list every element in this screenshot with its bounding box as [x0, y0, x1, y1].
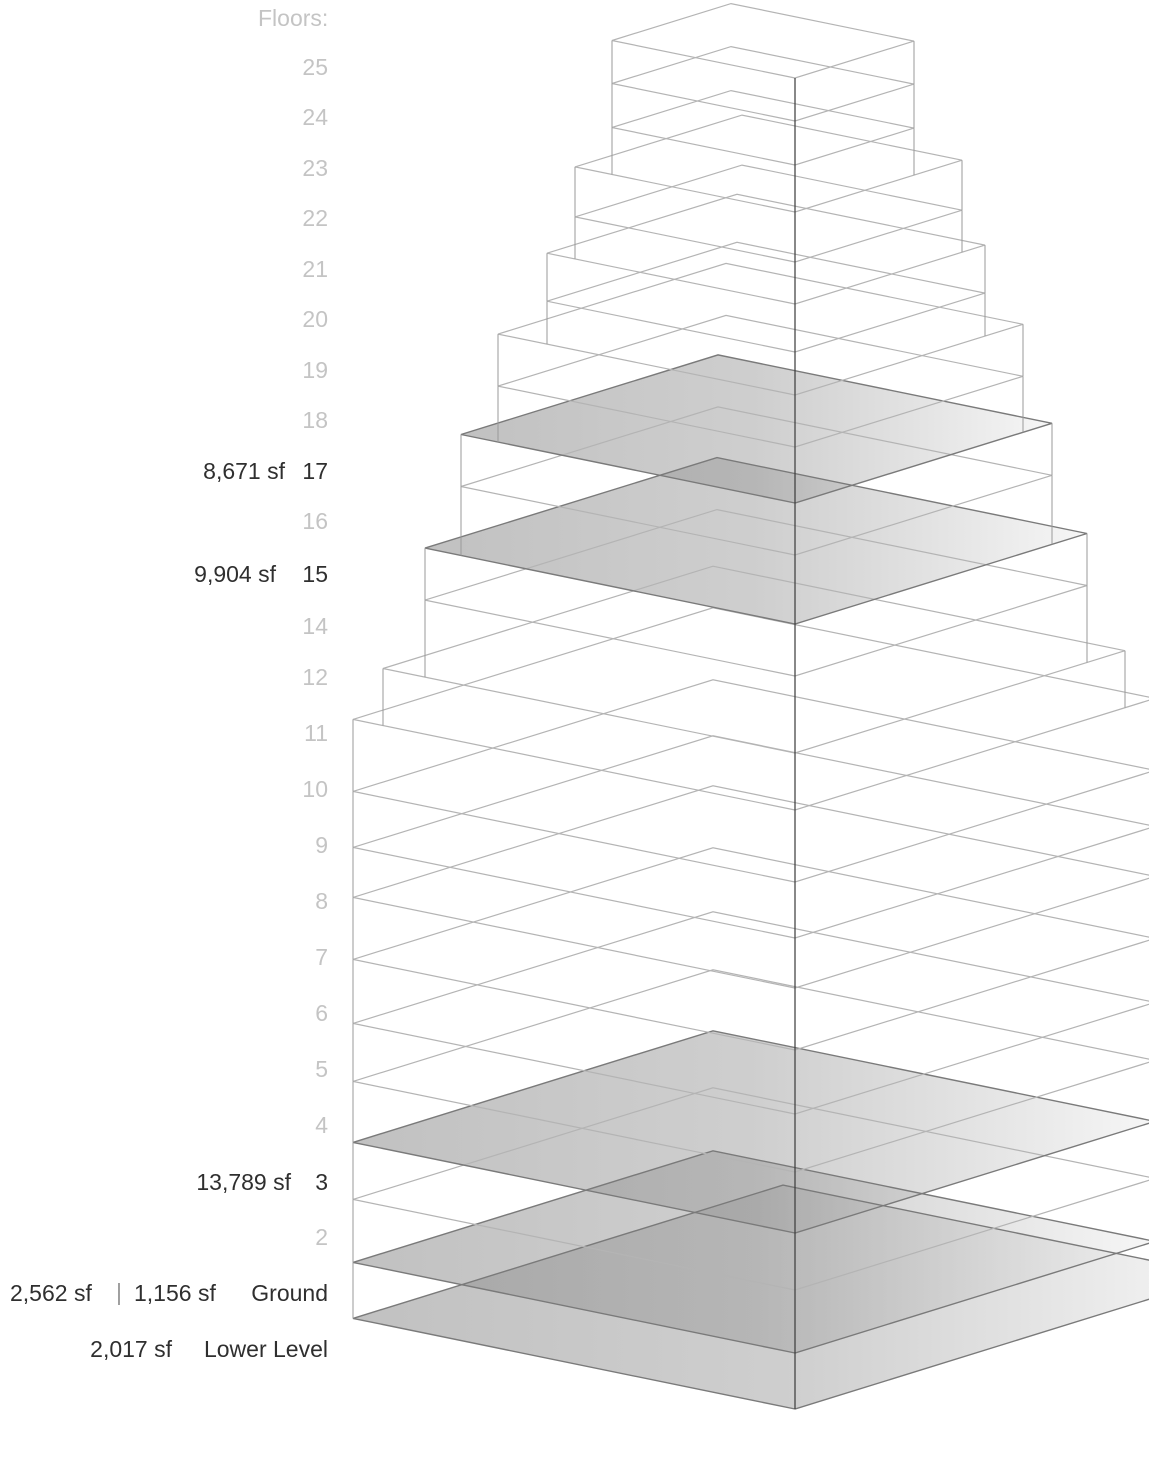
- floor-label-15: 15: [302, 561, 328, 587]
- floor-12-outline: [424, 508, 1088, 677]
- floor-5-outline: [352, 911, 1149, 1115]
- floor-18-outline: [497, 262, 1024, 396]
- floor-label-lower-level: Lower Level: [203, 1336, 328, 1362]
- floor-label-20: 20: [302, 306, 328, 332]
- floor-ground-outline: [352, 1150, 1149, 1354]
- floor-label-19: 19: [302, 357, 328, 383]
- floor-label-21: 21: [302, 256, 328, 282]
- floor-17-outline: [497, 314, 1024, 448]
- floor-25-outline: [611, 2, 915, 79]
- floor-label-3: 3: [315, 1169, 328, 1195]
- floor-label-18: 18: [302, 407, 328, 433]
- floor-15-outline: [460, 406, 1053, 556]
- floor-label-7: 7: [315, 944, 328, 970]
- floor-label-ground: Ground: [251, 1280, 328, 1306]
- floor-8-outline: [352, 735, 1149, 939]
- floor-label-8: 8: [315, 888, 328, 914]
- highlighted-floor-plates: [353, 354, 1149, 1409]
- area-label-ground-a: 2,562 sf: [10, 1280, 92, 1306]
- floor-label-16: 16: [302, 508, 328, 534]
- floor-14-outline: [424, 456, 1088, 625]
- floor-3-plate: [353, 1030, 1149, 1233]
- floor-14-plate: [425, 457, 1087, 624]
- floor-label-24: 24: [302, 104, 328, 130]
- floor-label-25: 25: [302, 54, 328, 80]
- floor-16-outline: [460, 354, 1053, 504]
- floor-label-2: 2: [315, 1224, 328, 1250]
- floor-label-12: 12: [302, 664, 328, 690]
- floor-outlines: [352, 2, 1149, 1410]
- floor-21-outline: [574, 164, 963, 263]
- floor-label-17: 17: [302, 458, 328, 484]
- floor-label-11: 11: [304, 720, 328, 746]
- floor-10-outline: [352, 607, 1149, 811]
- floor-20-outline: [546, 193, 986, 305]
- floor-label-14: 14: [302, 613, 328, 639]
- floor-label-23: 23: [302, 155, 328, 181]
- floor-11-outline: [382, 565, 1126, 754]
- area-label-17: 8,671 sf: [203, 458, 285, 484]
- floor-16-plate: [461, 354, 1052, 503]
- floor-label-9: 9: [315, 832, 328, 858]
- floor-2-outline: [352, 1087, 1149, 1291]
- floor-3-outline: [352, 1030, 1149, 1234]
- area-separator: |: [116, 1279, 122, 1305]
- floor-label-4: 4: [315, 1112, 328, 1138]
- floor-22-outline: [574, 114, 963, 213]
- floor-19-outline: [546, 241, 986, 353]
- floor-label-10: 10: [302, 776, 328, 802]
- area-label-ground-b: 1,156 sf: [134, 1280, 216, 1306]
- floor-24-outline: [611, 45, 915, 122]
- area-label-lower-level: 2,017 sf: [90, 1336, 172, 1362]
- plate-lower-level-outline: [352, 1184, 1149, 1410]
- floors-header: Floors:: [258, 5, 329, 31]
- floor-label-6: 6: [315, 1000, 328, 1026]
- floor-9-outline: [352, 679, 1149, 883]
- floor-label-5: 5: [315, 1056, 328, 1082]
- floor-4-outline: [352, 969, 1149, 1173]
- area-label-3: 13,789 sf: [196, 1169, 291, 1195]
- floor-label-22: 22: [302, 205, 328, 231]
- area-label-15: 9,904 sf: [194, 561, 276, 587]
- floor-6-outline: [352, 847, 1149, 1051]
- floor-23-outline: [611, 89, 915, 166]
- floor-7-outline: [352, 785, 1149, 989]
